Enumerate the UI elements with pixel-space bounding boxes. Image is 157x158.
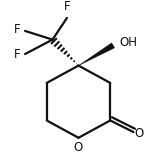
Text: OH: OH: [119, 36, 137, 49]
Text: F: F: [14, 23, 21, 36]
Polygon shape: [78, 43, 115, 66]
Text: O: O: [135, 127, 144, 140]
Text: F: F: [64, 0, 71, 13]
Text: O: O: [74, 141, 83, 154]
Text: F: F: [14, 48, 21, 61]
